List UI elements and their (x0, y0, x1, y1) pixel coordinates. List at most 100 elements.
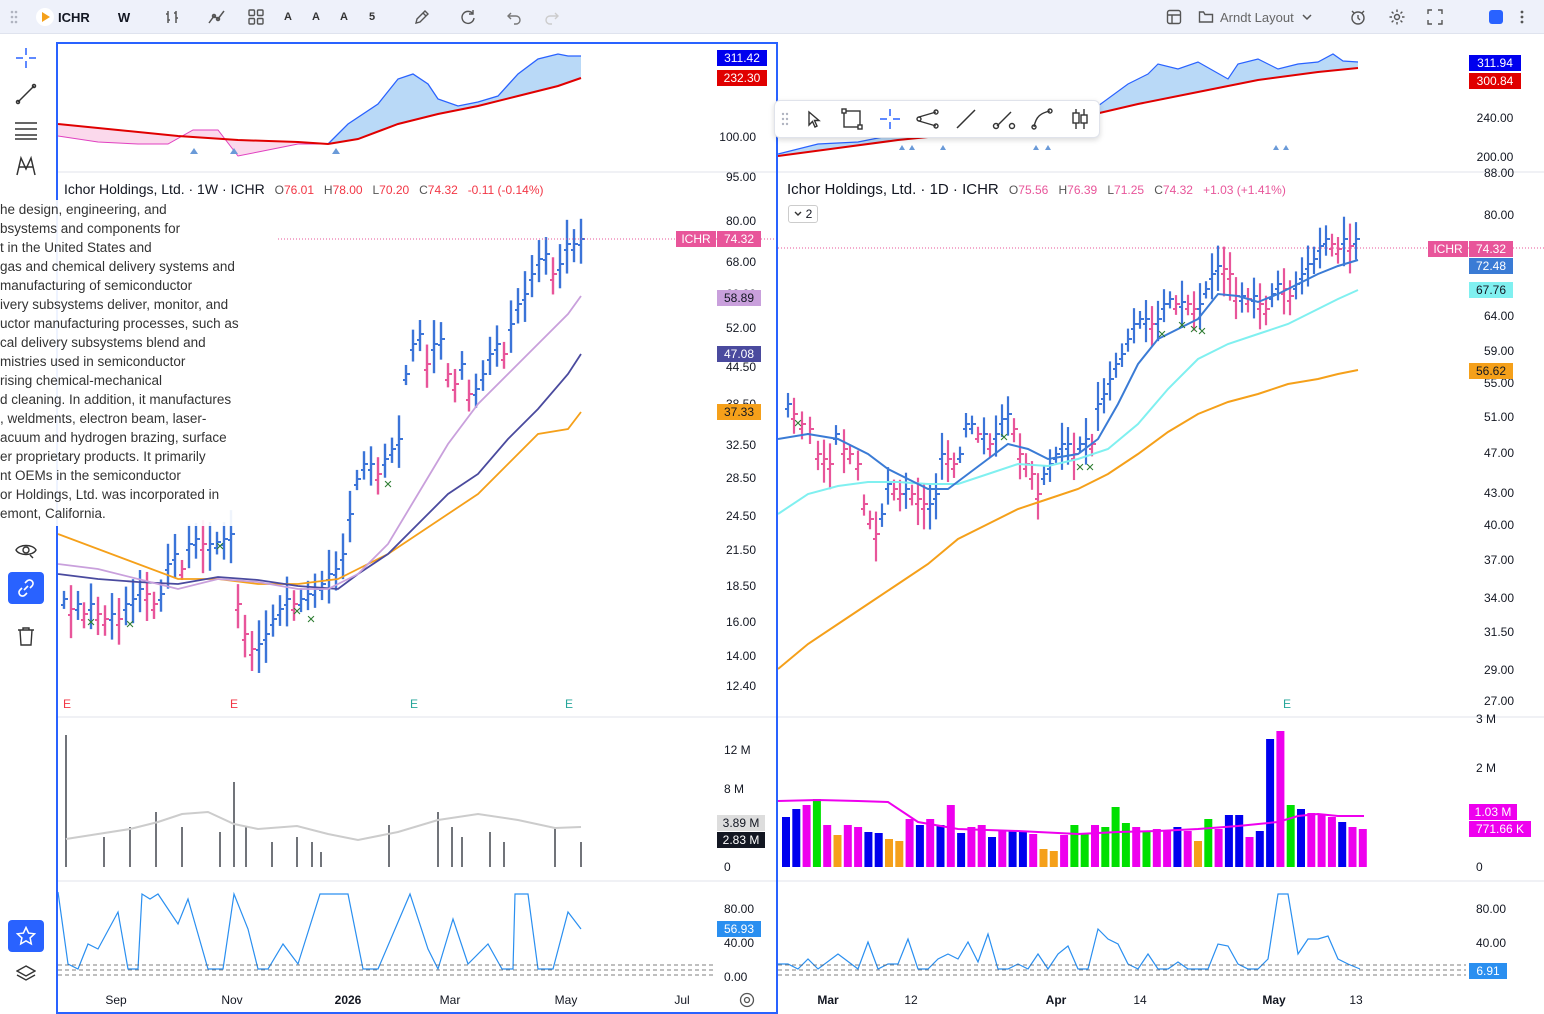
daily-volume-bar (843, 825, 852, 867)
daily-volume-bar (1183, 831, 1192, 867)
daily-volume-bar (1049, 851, 1058, 867)
chevron-down-icon (794, 211, 802, 216)
daily-chart-title: Ichor Holdings, Ltd. · 1D · ICHR (787, 181, 999, 198)
drag-handle-icon[interactable] (775, 100, 795, 138)
daily-price-axis-label: 55.00 (1484, 376, 1514, 390)
sync-symbol-button[interactable]: A (284, 11, 292, 23)
oscillator-line (58, 891, 582, 971)
fullscreen-icon[interactable] (1422, 0, 1448, 34)
daily-volume-bar (1286, 805, 1295, 867)
weekly-close: 74.32 (427, 183, 458, 197)
top-toolbar: ICHR W A A A 5 Arndt Layou (0, 0, 1544, 34)
price-axis-label: 32.50 (726, 438, 756, 452)
sync-crosshair-button[interactable]: A (340, 11, 348, 23)
pencil-icon[interactable] (410, 0, 434, 34)
trash-icon[interactable] (8, 620, 44, 652)
indicators-icon[interactable] (204, 0, 230, 34)
chart-settings-icon[interactable] (738, 991, 756, 1009)
daily-volume-bar (905, 819, 914, 867)
daily-time-axis-label: 14 (1133, 993, 1147, 1007)
ray-icon[interactable] (985, 100, 1023, 138)
layout-selector[interactable]: Arndt Layout (1198, 0, 1330, 34)
indicators-collapse-button[interactable]: 2 (788, 205, 818, 223)
symbol-search-button[interactable]: ICHR (58, 9, 90, 25)
price-axis-label: 14.00 (726, 649, 756, 663)
volume-axis-label: 12 M (724, 743, 751, 757)
time-axis-label: Jul (674, 993, 689, 1007)
bar-style-icon[interactable] (160, 0, 184, 34)
daily-legend: Ichor Holdings, Ltd. · 1D · ICHR O75.56 … (787, 181, 1286, 198)
rs-arrow-marker (190, 148, 198, 154)
daily-volume-bar (895, 841, 904, 867)
trend-line-icon[interactable] (8, 78, 44, 110)
curve-icon[interactable] (1023, 100, 1061, 138)
drag-handle-icon[interactable] (6, 0, 22, 34)
crosshair-icon[interactable] (871, 100, 909, 138)
weekly-low: 70.20 (379, 183, 410, 197)
daily-volume-bar (1194, 841, 1202, 867)
sync-interval-button[interactable]: A (312, 11, 320, 23)
daily-osc-badge: 6.91 (1469, 963, 1507, 979)
rectangle-icon[interactable] (833, 100, 871, 138)
daily-price-axis-label: 34.00 (1484, 591, 1514, 605)
star-icon[interactable] (8, 920, 44, 952)
daily-volume-bar (823, 825, 832, 867)
interval-button[interactable]: W (117, 9, 131, 25)
color-swatch-button[interactable] (1486, 0, 1506, 34)
daily-last-price-badge: 74.32 (1469, 241, 1513, 257)
daily-volume-bar (1245, 837, 1254, 867)
daily-time-axis-label: Mar (817, 993, 839, 1007)
link-icon[interactable] (8, 572, 44, 604)
daily-volume-bar (946, 805, 955, 867)
weekly-chart-pane[interactable] (56, 42, 778, 1014)
price-axis-label: 21.50 (726, 543, 756, 557)
daily-rs-arrow-marker (909, 145, 915, 150)
volume-axis-label: 8 M (724, 782, 744, 796)
refresh-icon[interactable] (456, 0, 480, 34)
daily-volume-bar (1317, 815, 1326, 867)
rs-neg-line (58, 129, 328, 157)
eye-icon[interactable] (8, 534, 44, 566)
line-icon[interactable] (947, 100, 985, 138)
daily-price-axis-label: 29.00 (1484, 663, 1514, 677)
layout-grid-icon[interactable] (1162, 0, 1186, 34)
templates-icon[interactable] (244, 0, 268, 34)
redo-icon[interactable] (540, 0, 564, 34)
alert-clock-icon[interactable] (1346, 0, 1370, 34)
more-menu-icon[interactable] (1514, 0, 1530, 34)
daily-oscillator-axis-label: 80.00 (1476, 902, 1506, 916)
daily-price-axis-label: 40.00 (1484, 518, 1514, 532)
candle-icon[interactable] (1061, 100, 1099, 138)
price-axis-label: 44.50 (726, 360, 756, 374)
daily-volume-axis-label: 3 M (1476, 712, 1496, 726)
daily-pattern-x-marker: × (1000, 429, 1009, 446)
earnings-marker: E (565, 697, 573, 711)
sync-time-button[interactable]: 5 (368, 11, 376, 23)
cursor-icon[interactable] (795, 100, 833, 138)
pattern-x-marker: × (216, 538, 225, 555)
daily-volume-bar (885, 839, 893, 867)
pattern-icon[interactable] (8, 150, 44, 182)
daily-volume-bar (1132, 827, 1141, 867)
daily-volume-bar (812, 799, 821, 867)
undo-icon[interactable] (502, 0, 526, 34)
weekly-open: 76.01 (283, 183, 314, 197)
rs-arrow-marker (332, 148, 340, 154)
daily-volume-bar (977, 825, 986, 867)
fib-icon[interactable] (8, 114, 44, 146)
oscillator-axis-label: 40.00 (724, 936, 754, 950)
path-icon[interactable] (909, 100, 947, 138)
crosshair-icon[interactable] (8, 42, 44, 74)
ma-slow-badge: 37.33 (717, 404, 761, 420)
rs-ma-line (58, 77, 582, 146)
ma-fast-line (58, 295, 582, 590)
daily-high: 76.39 (1067, 183, 1098, 197)
daily-volume-bar (1276, 731, 1285, 867)
daily-rs-arrow-marker (1283, 145, 1289, 150)
layers-icon[interactable] (8, 958, 44, 990)
folder-icon (1198, 11, 1214, 23)
osc-badge: 56.93 (717, 921, 761, 937)
settings-gear-icon[interactable] (1384, 0, 1410, 34)
daily-volume-bar (915, 825, 924, 867)
